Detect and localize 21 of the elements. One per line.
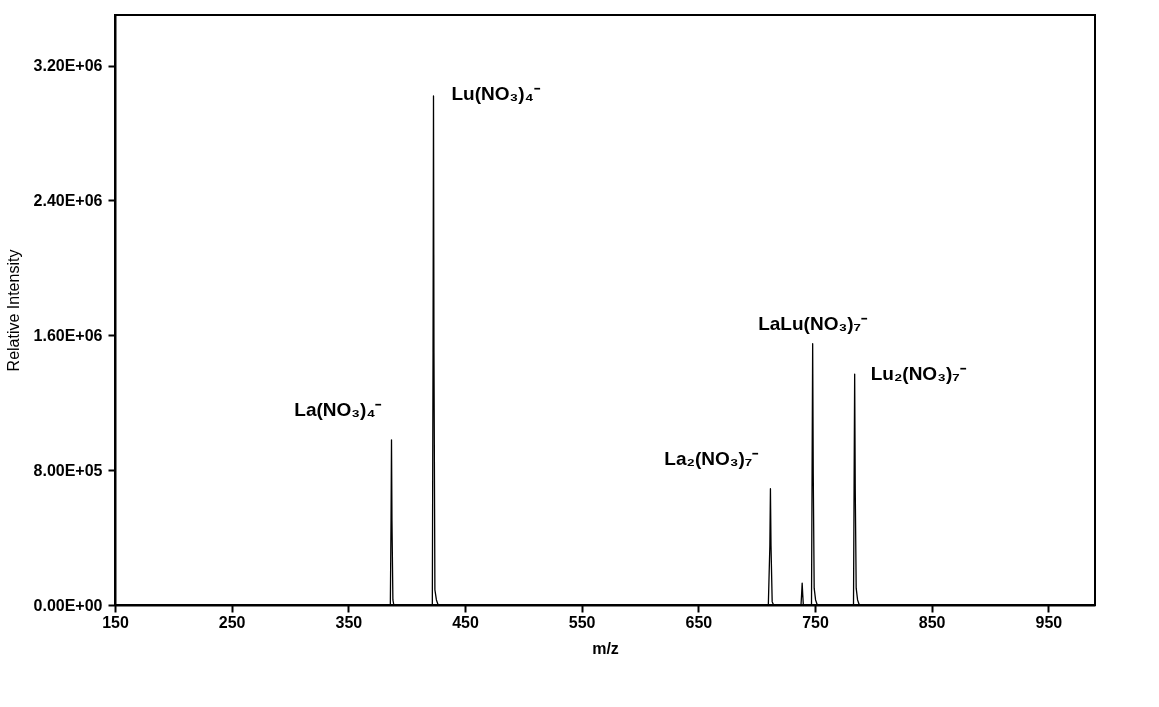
y-tick-label: 3.20E+06: [33, 57, 103, 75]
x-tick-label: 350: [335, 613, 363, 631]
x-tick-label: 850: [918, 613, 946, 631]
annotation: La(NO₃)₄⁻: [294, 398, 383, 420]
annotation: Lu(NO₃)₄⁻: [451, 82, 541, 104]
x-tick-label: 550: [568, 613, 596, 631]
annotation: La₂(NO₃)₇⁻: [664, 447, 760, 469]
annotation: LaLu(NO₃)₇⁻: [758, 312, 869, 334]
x-tick-label: 950: [1035, 613, 1063, 631]
x-axis-title: m/z: [592, 639, 619, 657]
x-tick-label: 650: [685, 613, 713, 631]
y-tick-label: 1.60E+06: [33, 326, 103, 344]
y-tick-label: 0.00E+00: [33, 596, 103, 614]
y-tick-label: 2.40E+06: [33, 191, 103, 209]
x-tick-label: 250: [218, 613, 246, 631]
x-tick-label: 450: [452, 613, 479, 631]
x-tick-label: 150: [102, 613, 129, 631]
x-tick-label: 750: [802, 613, 829, 631]
y-tick-label: 8.00E+05: [33, 461, 103, 479]
y-axis-title: Relative Intensity: [4, 249, 22, 372]
annotation: Lu₂(NO₃)₇⁻: [870, 363, 967, 385]
